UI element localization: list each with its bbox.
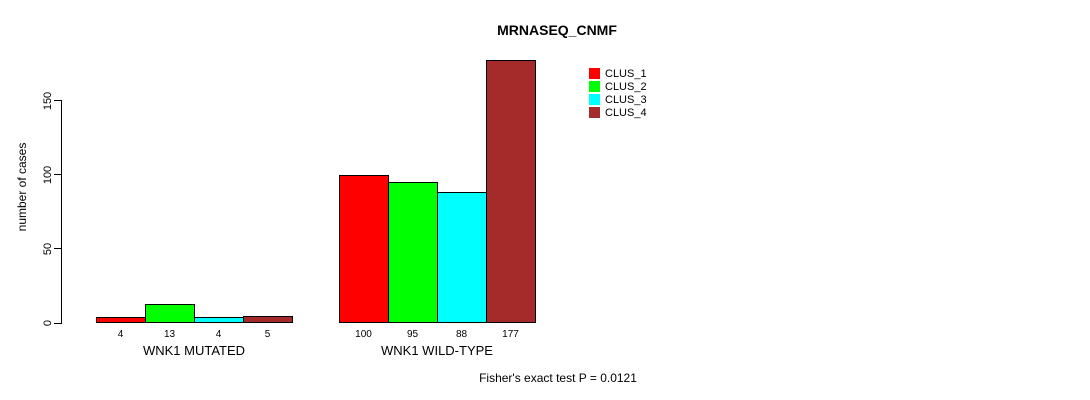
bar-clus_3-wnk1-wild-type	[437, 192, 487, 323]
group-label-wnk1-wild-type: WNK1 WILD-TYPE	[381, 343, 493, 358]
legend-label-clus_2: CLUS_2	[605, 80, 647, 93]
bar-clus_3-wnk1-mutated	[194, 317, 244, 323]
bar-value-label: 95	[406, 329, 419, 340]
y-tick-label-50: 50	[42, 242, 54, 255]
y-tick-mark-100	[54, 174, 62, 176]
legend-row-clus_2: CLUS_2	[589, 80, 647, 93]
legend: CLUS_1 CLUS_2 CLUS_3 CLUS_4	[589, 67, 647, 119]
bar-value-label: 177	[502, 329, 519, 340]
y-tick-mark-150	[54, 100, 62, 101]
bar-value-label: 100	[355, 329, 372, 340]
y-tick-mark-50	[54, 248, 62, 250]
y-axis-line	[61, 100, 62, 323]
legend-swatch-clus_2	[589, 81, 600, 92]
bar-value-label: 88	[455, 329, 468, 340]
y-tick-mark-0	[54, 322, 62, 324]
bar-value-label: 4	[215, 329, 222, 340]
legend-label-clus_3: CLUS_3	[605, 93, 647, 106]
y-tick-label-0: 0	[42, 319, 54, 327]
group-label-wnk1-mutated: WNK1 MUTATED	[142, 343, 246, 358]
legend-swatch-clus_1	[589, 68, 600, 79]
bar-clus_2-wnk1-mutated	[145, 304, 195, 323]
legend-label-clus_1: CLUS_1	[605, 67, 647, 80]
bar-clus_1-wnk1-mutated	[96, 317, 146, 323]
bar-value-label: 4	[117, 329, 124, 340]
y-tick-label-150: 150	[42, 91, 54, 110]
legend-row-clus_3: CLUS_3	[589, 93, 647, 106]
legend-swatch-clus_3	[589, 94, 600, 105]
legend-row-clus_4: CLUS_4	[589, 106, 647, 119]
bar-clus_1-wnk1-wild-type	[339, 175, 389, 323]
footnote-fishers-test: Fisher's exact test P = 0.0121	[479, 371, 637, 385]
legend-label-clus_4: CLUS_4	[605, 106, 647, 119]
legend-row-clus_1: CLUS_1	[589, 67, 647, 80]
y-axis-title: number of cases	[15, 142, 29, 232]
bar-value-label: 13	[163, 329, 176, 340]
chart-title: MRNASEQ_CNMF	[497, 22, 617, 38]
bar-clus_4-wnk1-mutated	[243, 316, 293, 323]
y-tick-label-100: 100	[42, 165, 54, 184]
bar-clus_4-wnk1-wild-type	[486, 60, 536, 323]
bar-value-label: 5	[264, 329, 271, 340]
legend-swatch-clus_4	[589, 107, 600, 118]
bar-clus_2-wnk1-wild-type	[388, 182, 438, 323]
